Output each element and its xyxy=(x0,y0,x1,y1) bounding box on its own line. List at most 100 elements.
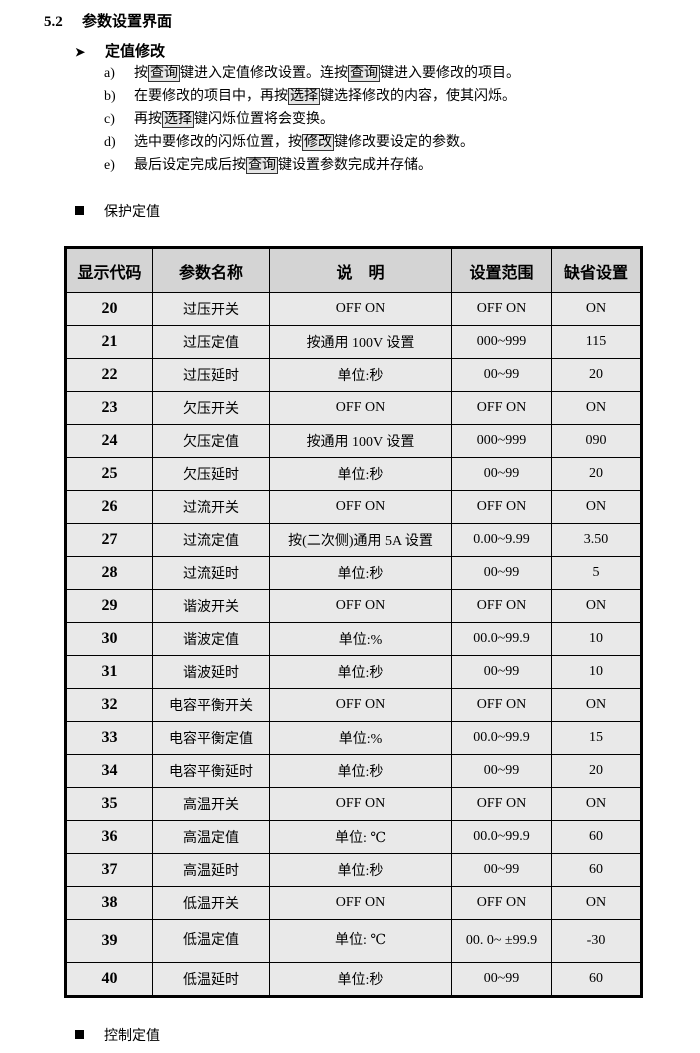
table-row: 38 低温开关 OFF ON OFF ON ON xyxy=(65,886,642,920)
step-text: 键修改要设定的参数。 xyxy=(334,135,474,150)
name-cell: 高温开关 xyxy=(152,787,270,821)
key-name: 查询 xyxy=(348,65,380,82)
description-cell: 单位:% xyxy=(269,622,452,656)
step-label: a) xyxy=(104,66,115,81)
default-cell: ON xyxy=(551,688,642,722)
description-cell: OFF ON xyxy=(269,688,452,722)
control-heading: 控制定值 xyxy=(75,1025,160,1045)
step-text: 在要修改的项目中，再按 xyxy=(134,89,288,104)
step-text: 最后设定完成后按 xyxy=(134,158,246,173)
table-row: 25 欠压延时 单位:秒 00~99 20 xyxy=(65,457,642,491)
name-cell: 过压开关 xyxy=(152,292,270,326)
step-text: 选中要修改的闪烁位置，按 xyxy=(134,135,302,150)
code-cell: 37 xyxy=(65,853,153,887)
column-header: 参数名称 xyxy=(152,247,270,293)
default-cell: ON xyxy=(551,787,642,821)
control-heading-text: 控制定值 xyxy=(104,1029,160,1044)
description-cell: 单位:秒 xyxy=(269,754,452,788)
step-label: b) xyxy=(104,89,116,104)
default-cell: ON xyxy=(551,886,642,920)
code-cell: 30 xyxy=(65,622,153,656)
table-row: 23 欠压开关 OFF ON OFF ON ON xyxy=(65,391,642,425)
name-cell: 电容平衡延时 xyxy=(152,754,270,788)
code-cell: 27 xyxy=(65,523,153,557)
range-cell: 00~99 xyxy=(451,655,552,689)
step-text: 键进入要修改的项目。 xyxy=(380,66,520,81)
range-cell: OFF ON xyxy=(451,589,552,623)
name-cell: 过流延时 xyxy=(152,556,270,590)
range-cell: 00~99 xyxy=(451,457,552,491)
range-cell: 00.0~99.9 xyxy=(451,820,552,854)
range-cell: OFF ON xyxy=(451,886,552,920)
default-cell: 60 xyxy=(551,820,642,854)
step-item: c) 再按 选择 键闪烁位置将会变换。 xyxy=(104,108,520,131)
code-cell: 33 xyxy=(65,721,153,755)
default-cell: 10 xyxy=(551,622,642,656)
name-cell: 低温定值 xyxy=(152,919,270,963)
description-cell: OFF ON xyxy=(269,391,452,425)
table-row: 22 过压延时 单位:秒 00~99 20 xyxy=(65,358,642,392)
square-bullet-icon xyxy=(75,1030,84,1039)
subsection-title: 定值修改 xyxy=(105,44,166,60)
description-cell: 单位:秒 xyxy=(269,962,452,997)
table-row: 31 谐波延时 单位:秒 00~99 10 xyxy=(65,655,642,689)
default-cell: 10 xyxy=(551,655,642,689)
table-row: 32 电容平衡开关 OFF ON OFF ON ON xyxy=(65,688,642,722)
protection-settings-table: 显示代码 参数名称说 明设置范围 缺省设置 20 过压开关 OFF ON OFF ON ON… xyxy=(64,246,643,998)
code-cell: 40 xyxy=(65,962,153,997)
table-row: 27 过流定值 按(二次侧)通用 5A 设置 0.00~9.99 3.50 xyxy=(65,523,642,557)
default-cell: 15 xyxy=(551,721,642,755)
subsection-heading: ➤ 定值修改 xyxy=(75,40,165,61)
code-cell: 34 xyxy=(65,754,153,788)
default-cell: ON xyxy=(551,490,642,524)
range-cell: OFF ON xyxy=(451,787,552,821)
description-cell: 单位: ℃ xyxy=(269,919,452,963)
description-cell: 按通用 100V 设置 xyxy=(269,424,452,458)
code-cell: 25 xyxy=(65,457,153,491)
step-item: b) 在要修改的项目中，再按 选择 键选择修改的内容，使其闪烁。 xyxy=(104,85,520,108)
name-cell: 欠压开关 xyxy=(152,391,270,425)
range-cell: 00~99 xyxy=(451,754,552,788)
key-name: 选择 xyxy=(288,88,320,105)
code-cell: 20 xyxy=(65,292,153,326)
key-name: 修改 xyxy=(302,134,334,151)
default-cell: 115 xyxy=(551,325,642,359)
name-cell: 欠压延时 xyxy=(152,457,270,491)
code-cell: 29 xyxy=(65,589,153,623)
step-text: 键设置参数完成并存储。 xyxy=(278,158,432,173)
name-cell: 谐波延时 xyxy=(152,655,270,689)
protect-heading: 保护定值 xyxy=(75,201,160,221)
range-cell: OFF ON xyxy=(451,490,552,524)
table-row: 21 过压定值 按通用 100V 设置 000~999 115 xyxy=(65,325,642,359)
key-name: 查询 xyxy=(148,65,180,82)
code-cell: 21 xyxy=(65,325,153,359)
description-cell: OFF ON xyxy=(269,292,452,326)
step-text: 键闪烁位置将会变换。 xyxy=(194,112,334,127)
default-cell: -30 xyxy=(551,919,642,963)
default-cell: 3.50 xyxy=(551,523,642,557)
name-cell: 谐波定值 xyxy=(152,622,270,656)
description-cell: 单位:秒 xyxy=(269,358,452,392)
description-cell: 单位:秒 xyxy=(269,556,452,590)
key-name: 选择 xyxy=(162,111,194,128)
default-cell: 090 xyxy=(551,424,642,458)
range-cell: 00~99 xyxy=(451,556,552,590)
default-cell: ON xyxy=(551,589,642,623)
range-cell: 00.0~99.9 xyxy=(451,721,552,755)
table-row: 36 高温定值 单位: ℃ 00.0~99.9 60 xyxy=(65,820,642,854)
description-cell: 按(二次侧)通用 5A 设置 xyxy=(269,523,452,557)
code-cell: 28 xyxy=(65,556,153,590)
step-label: e) xyxy=(104,158,115,173)
arrowhead-icon: ➤ xyxy=(75,45,86,59)
column-header: 显示代码 xyxy=(65,247,153,293)
description-cell: OFF ON xyxy=(269,490,452,524)
step-item: a) 按查询 键进入定值修改设置。连按 查询 键进入要修改的项目。 xyxy=(104,62,520,85)
table-row: 37 高温延时 单位:秒 00~99 60 xyxy=(65,853,642,887)
range-cell: 000~999 xyxy=(451,325,552,359)
table-header-row: 显示代码 参数名称说 明设置范围 缺省设置 xyxy=(65,247,642,293)
key-name: 查询 xyxy=(246,157,278,174)
range-cell: 00. 0~ ±99.9 xyxy=(451,919,552,963)
column-header: 缺省设置 xyxy=(551,247,642,293)
step-label: c) xyxy=(104,112,115,127)
name-cell: 电容平衡定值 xyxy=(152,721,270,755)
